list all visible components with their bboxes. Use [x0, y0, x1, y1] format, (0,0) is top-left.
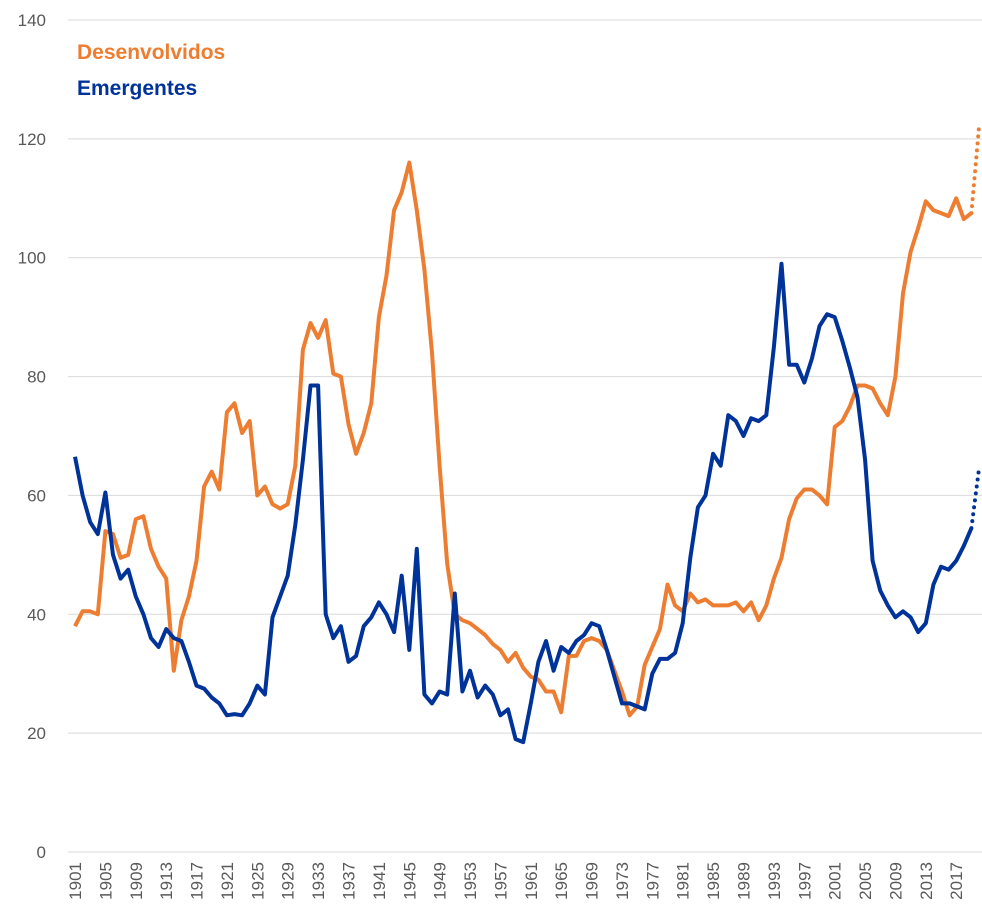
x-tick-label: 1993	[765, 862, 784, 900]
x-tick-label: 1961	[522, 862, 541, 900]
x-tick-label: 2017	[947, 862, 966, 900]
x-tick-label: 1929	[279, 862, 298, 900]
x-tick-label: 1901	[66, 862, 85, 900]
x-tick-label: 1905	[96, 862, 115, 900]
x-tick-label: 1909	[127, 862, 146, 900]
x-tick-label: 1989	[735, 862, 754, 900]
x-tick-label: 2005	[856, 862, 875, 900]
line	[73, 160, 973, 718]
x-tick-label: 1913	[157, 862, 176, 900]
legend-label: Emergentes	[77, 77, 197, 100]
y-tick-label: 20	[27, 724, 46, 743]
legend-label: Desenvolvidos	[77, 41, 225, 64]
projection-line	[969, 125, 981, 216]
x-tick-label: 1937	[339, 862, 358, 900]
y-tick-label: 80	[27, 368, 46, 387]
x-tick-label: 1933	[309, 862, 328, 900]
x-tick-label: 1965	[552, 862, 571, 900]
x-tick-label: 1925	[248, 862, 267, 900]
y-tick-label: 40	[27, 605, 46, 624]
x-tick-label: 1985	[704, 862, 723, 900]
x-tick-label: 1977	[643, 862, 662, 900]
x-tick-label: 1941	[370, 862, 389, 900]
x-tick-label: 1945	[400, 862, 419, 900]
x-tick-label: 1917	[188, 862, 207, 900]
x-tick-label: 2009	[886, 862, 905, 900]
y-tick-label: 120	[18, 130, 46, 149]
y-tick-label: 0	[37, 843, 46, 862]
line	[73, 261, 974, 745]
x-tick-label: 1997	[795, 862, 814, 900]
y-tick-label: 140	[18, 11, 46, 30]
x-tick-label: 2001	[826, 862, 845, 900]
x-tick-label: 1949	[431, 862, 450, 900]
x-tick-label: 1953	[461, 862, 480, 900]
projection-line	[969, 466, 981, 531]
x-tick-label: 1957	[491, 862, 510, 900]
y-tick-label: 100	[18, 249, 46, 268]
x-tick-label: 1921	[218, 862, 237, 900]
x-tick-label: 1973	[613, 862, 632, 900]
x-tick-label: 2013	[917, 862, 936, 900]
x-tick-label: 1969	[583, 862, 602, 900]
x-tick-label: 1981	[674, 862, 693, 900]
y-tick-label: 60	[27, 486, 46, 505]
